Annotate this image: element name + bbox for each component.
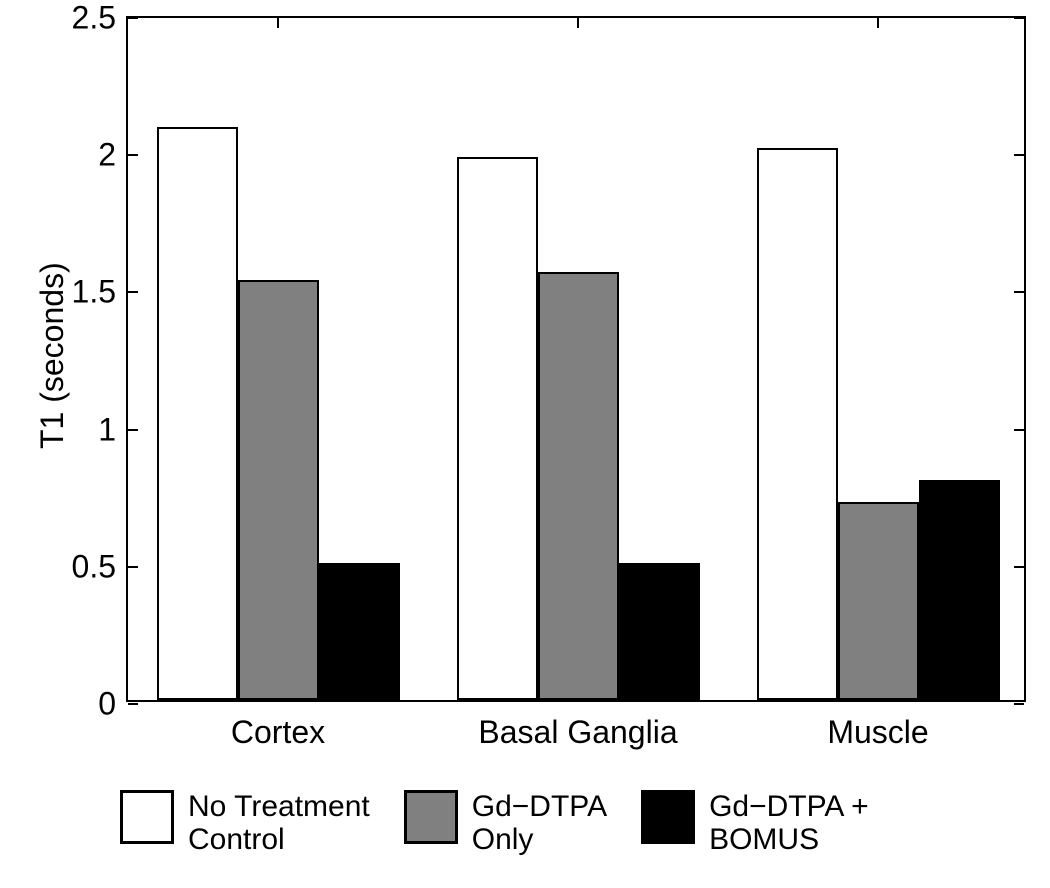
bar — [457, 157, 538, 700]
bar — [838, 502, 919, 700]
plot-area: 00.511.522.5CortexBasal GangliaMuscle — [126, 16, 1026, 702]
y-tick-label: 0 — [98, 686, 116, 723]
x-tick-mark — [877, 18, 879, 28]
y-tick-mark — [128, 154, 138, 156]
x-tick-mark — [577, 18, 579, 28]
bar — [538, 272, 619, 700]
legend-swatch — [120, 790, 174, 844]
y-tick-label: 2.5 — [72, 0, 116, 37]
x-tick-label: Muscle — [827, 714, 928, 751]
y-tick-mark — [128, 291, 138, 293]
legend-item: Gd−DTPA Only — [404, 790, 607, 856]
x-tick-mark — [277, 18, 279, 28]
y-tick-label: 1 — [98, 411, 116, 448]
y-tick-mark — [1014, 429, 1024, 431]
y-tick-mark — [128, 566, 138, 568]
y-tick-mark — [128, 703, 138, 705]
y-tick-mark — [1014, 291, 1024, 293]
bar — [319, 563, 400, 700]
bar-chart: 00.511.522.5CortexBasal GangliaMuscle T1… — [0, 0, 1050, 888]
bar — [238, 280, 319, 700]
y-tick-label: 2 — [98, 137, 116, 174]
y-tick-label: 0.5 — [72, 548, 116, 585]
y-tick-mark — [128, 429, 138, 431]
legend-swatch — [641, 790, 695, 844]
legend: No Treatment Control Gd−DTPA Only Gd−DTPA … — [120, 790, 869, 856]
legend-item: No Treatment Control — [120, 790, 370, 856]
legend-swatch — [404, 790, 458, 844]
y-tick-label: 1.5 — [72, 274, 116, 311]
bar — [619, 563, 700, 700]
bar — [157, 127, 238, 700]
y-tick-mark — [1014, 17, 1024, 19]
legend-label: Gd−DTPA + BOMUS — [709, 790, 869, 856]
y-axis-label: T1 (seconds) — [34, 262, 71, 449]
legend-label: Gd−DTPA Only — [472, 790, 607, 856]
bar — [757, 148, 838, 700]
y-tick-mark — [1014, 154, 1024, 156]
y-tick-mark — [128, 17, 138, 19]
legend-item: Gd−DTPA + BOMUS — [641, 790, 869, 856]
legend-label: No Treatment Control — [188, 790, 370, 856]
y-tick-mark — [1014, 566, 1024, 568]
bar — [919, 480, 1000, 700]
x-tick-label: Basal Ganglia — [478, 714, 677, 751]
x-tick-label: Cortex — [231, 714, 325, 751]
y-tick-mark — [1014, 703, 1024, 705]
